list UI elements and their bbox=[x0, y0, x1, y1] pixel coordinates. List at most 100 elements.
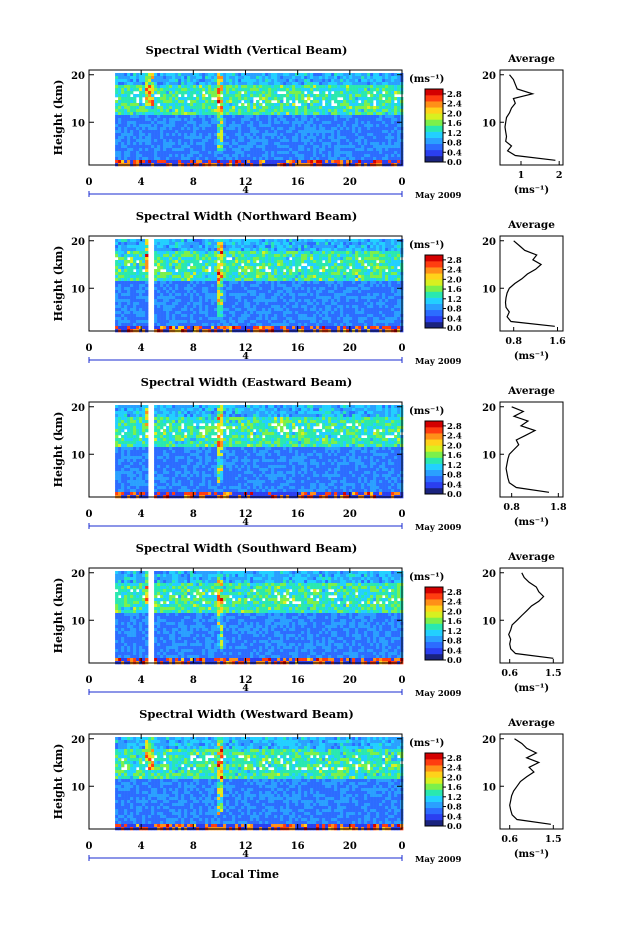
heatmap-cell bbox=[328, 97, 332, 101]
heatmap-cell bbox=[298, 133, 302, 137]
heatmap-cell bbox=[241, 317, 245, 321]
heatmap-cell bbox=[151, 103, 155, 107]
heatmap-cell bbox=[193, 112, 197, 116]
heatmap-cell bbox=[214, 302, 218, 306]
heatmap-cell bbox=[160, 272, 164, 276]
heatmap-cell bbox=[274, 257, 278, 261]
heatmap-cell bbox=[307, 82, 311, 86]
heatmap-cell bbox=[202, 251, 206, 255]
heatmap-cell bbox=[124, 239, 128, 243]
heatmap-cell bbox=[205, 299, 209, 303]
heatmap-cell bbox=[250, 121, 254, 125]
heatmap-cell bbox=[130, 100, 134, 104]
heatmap-cell bbox=[274, 145, 278, 149]
heatmap-cell bbox=[229, 82, 233, 86]
heatmap-cell bbox=[181, 160, 185, 164]
heatmap-cell bbox=[124, 263, 128, 267]
heatmap-cell bbox=[316, 88, 320, 92]
heatmap-cell bbox=[331, 73, 335, 77]
heatmap-cell bbox=[211, 242, 215, 246]
heatmap-cell bbox=[157, 287, 161, 291]
heatmap-cell bbox=[370, 94, 374, 98]
heatmap-cell bbox=[196, 269, 200, 273]
heatmap-cell bbox=[154, 245, 158, 249]
heatmap-cell bbox=[241, 314, 245, 318]
heatmap-cell bbox=[127, 88, 131, 92]
heatmap-cell bbox=[217, 97, 221, 101]
heatmap-cell bbox=[175, 323, 179, 327]
heatmap-cell bbox=[394, 157, 398, 161]
heatmap-cell bbox=[124, 254, 128, 258]
heatmap-cell bbox=[130, 157, 134, 161]
heatmap-cell bbox=[154, 275, 158, 279]
heatmap-cell bbox=[163, 103, 167, 107]
heatmap-cell bbox=[379, 103, 383, 107]
heatmap-cell bbox=[388, 76, 392, 80]
heatmap-cell bbox=[235, 130, 239, 134]
heatmap-cell bbox=[187, 299, 191, 303]
heatmap-cell bbox=[298, 263, 302, 267]
heatmap-cell bbox=[166, 311, 170, 315]
heatmap-cell bbox=[190, 124, 194, 128]
heatmap-cell bbox=[274, 281, 278, 285]
heatmap-cell bbox=[277, 133, 281, 137]
heatmap-cell bbox=[313, 157, 317, 161]
heatmap-cell bbox=[352, 136, 356, 140]
heatmap-cell bbox=[121, 130, 125, 134]
heatmap-cell bbox=[217, 311, 221, 315]
heatmap-cell bbox=[217, 263, 221, 267]
heatmap-cell bbox=[244, 275, 248, 279]
heatmap-cell bbox=[361, 112, 365, 116]
heatmap-cell bbox=[370, 118, 374, 122]
heatmap-cell bbox=[265, 145, 269, 149]
heatmap-cell bbox=[310, 266, 314, 270]
heatmap-cell bbox=[244, 76, 248, 80]
heatmap-cell bbox=[232, 130, 236, 134]
heatmap-cell bbox=[133, 302, 137, 306]
heatmap-cell bbox=[238, 151, 242, 155]
heatmap-cell bbox=[268, 257, 272, 261]
heatmap-cell bbox=[391, 160, 395, 164]
heatmap-cell bbox=[304, 160, 308, 164]
heatmap-cell bbox=[241, 94, 245, 98]
heatmap-cell bbox=[226, 239, 230, 243]
heatmap-cell bbox=[190, 100, 194, 104]
heatmap-cell bbox=[136, 311, 140, 315]
heatmap-cell bbox=[217, 121, 221, 125]
heatmap-cell bbox=[193, 257, 197, 261]
heatmap-cell bbox=[226, 157, 230, 161]
heatmap-cell bbox=[157, 88, 161, 92]
heatmap-cell bbox=[184, 299, 188, 303]
heatmap-cell bbox=[115, 245, 119, 249]
heatmap-cell bbox=[133, 320, 137, 324]
heatmap-cell bbox=[244, 284, 248, 288]
heatmap-cell bbox=[169, 154, 173, 158]
heatmap-cell bbox=[310, 142, 314, 146]
heatmap-cell bbox=[364, 88, 368, 92]
heatmap-cell bbox=[154, 85, 158, 89]
heatmap-cell bbox=[295, 82, 299, 86]
heatmap-cell bbox=[160, 290, 164, 294]
heatmap-cell bbox=[328, 76, 332, 80]
heatmap-cell bbox=[163, 242, 167, 246]
heatmap-cell bbox=[388, 127, 392, 131]
heatmap-cell bbox=[211, 118, 215, 122]
heatmap-cell bbox=[346, 157, 350, 161]
heatmap-cell bbox=[283, 287, 287, 291]
heatmap-cell bbox=[253, 299, 257, 303]
heatmap-cell bbox=[367, 142, 371, 146]
heatmap-cell bbox=[265, 245, 269, 249]
heatmap-cell bbox=[178, 124, 182, 128]
heatmap-cell bbox=[343, 124, 347, 128]
heatmap-cell bbox=[271, 130, 275, 134]
heatmap-cell bbox=[115, 284, 119, 288]
heatmap-cell bbox=[160, 311, 164, 315]
heatmap-cell bbox=[235, 239, 239, 243]
heatmap-cell bbox=[229, 73, 233, 77]
heatmap-cell bbox=[136, 314, 140, 318]
heatmap-cell bbox=[283, 121, 287, 125]
heatmap-cell bbox=[160, 323, 164, 327]
heatmap-cell bbox=[187, 109, 191, 113]
heatmap-cell bbox=[343, 94, 347, 98]
heatmap-cell bbox=[259, 103, 263, 107]
